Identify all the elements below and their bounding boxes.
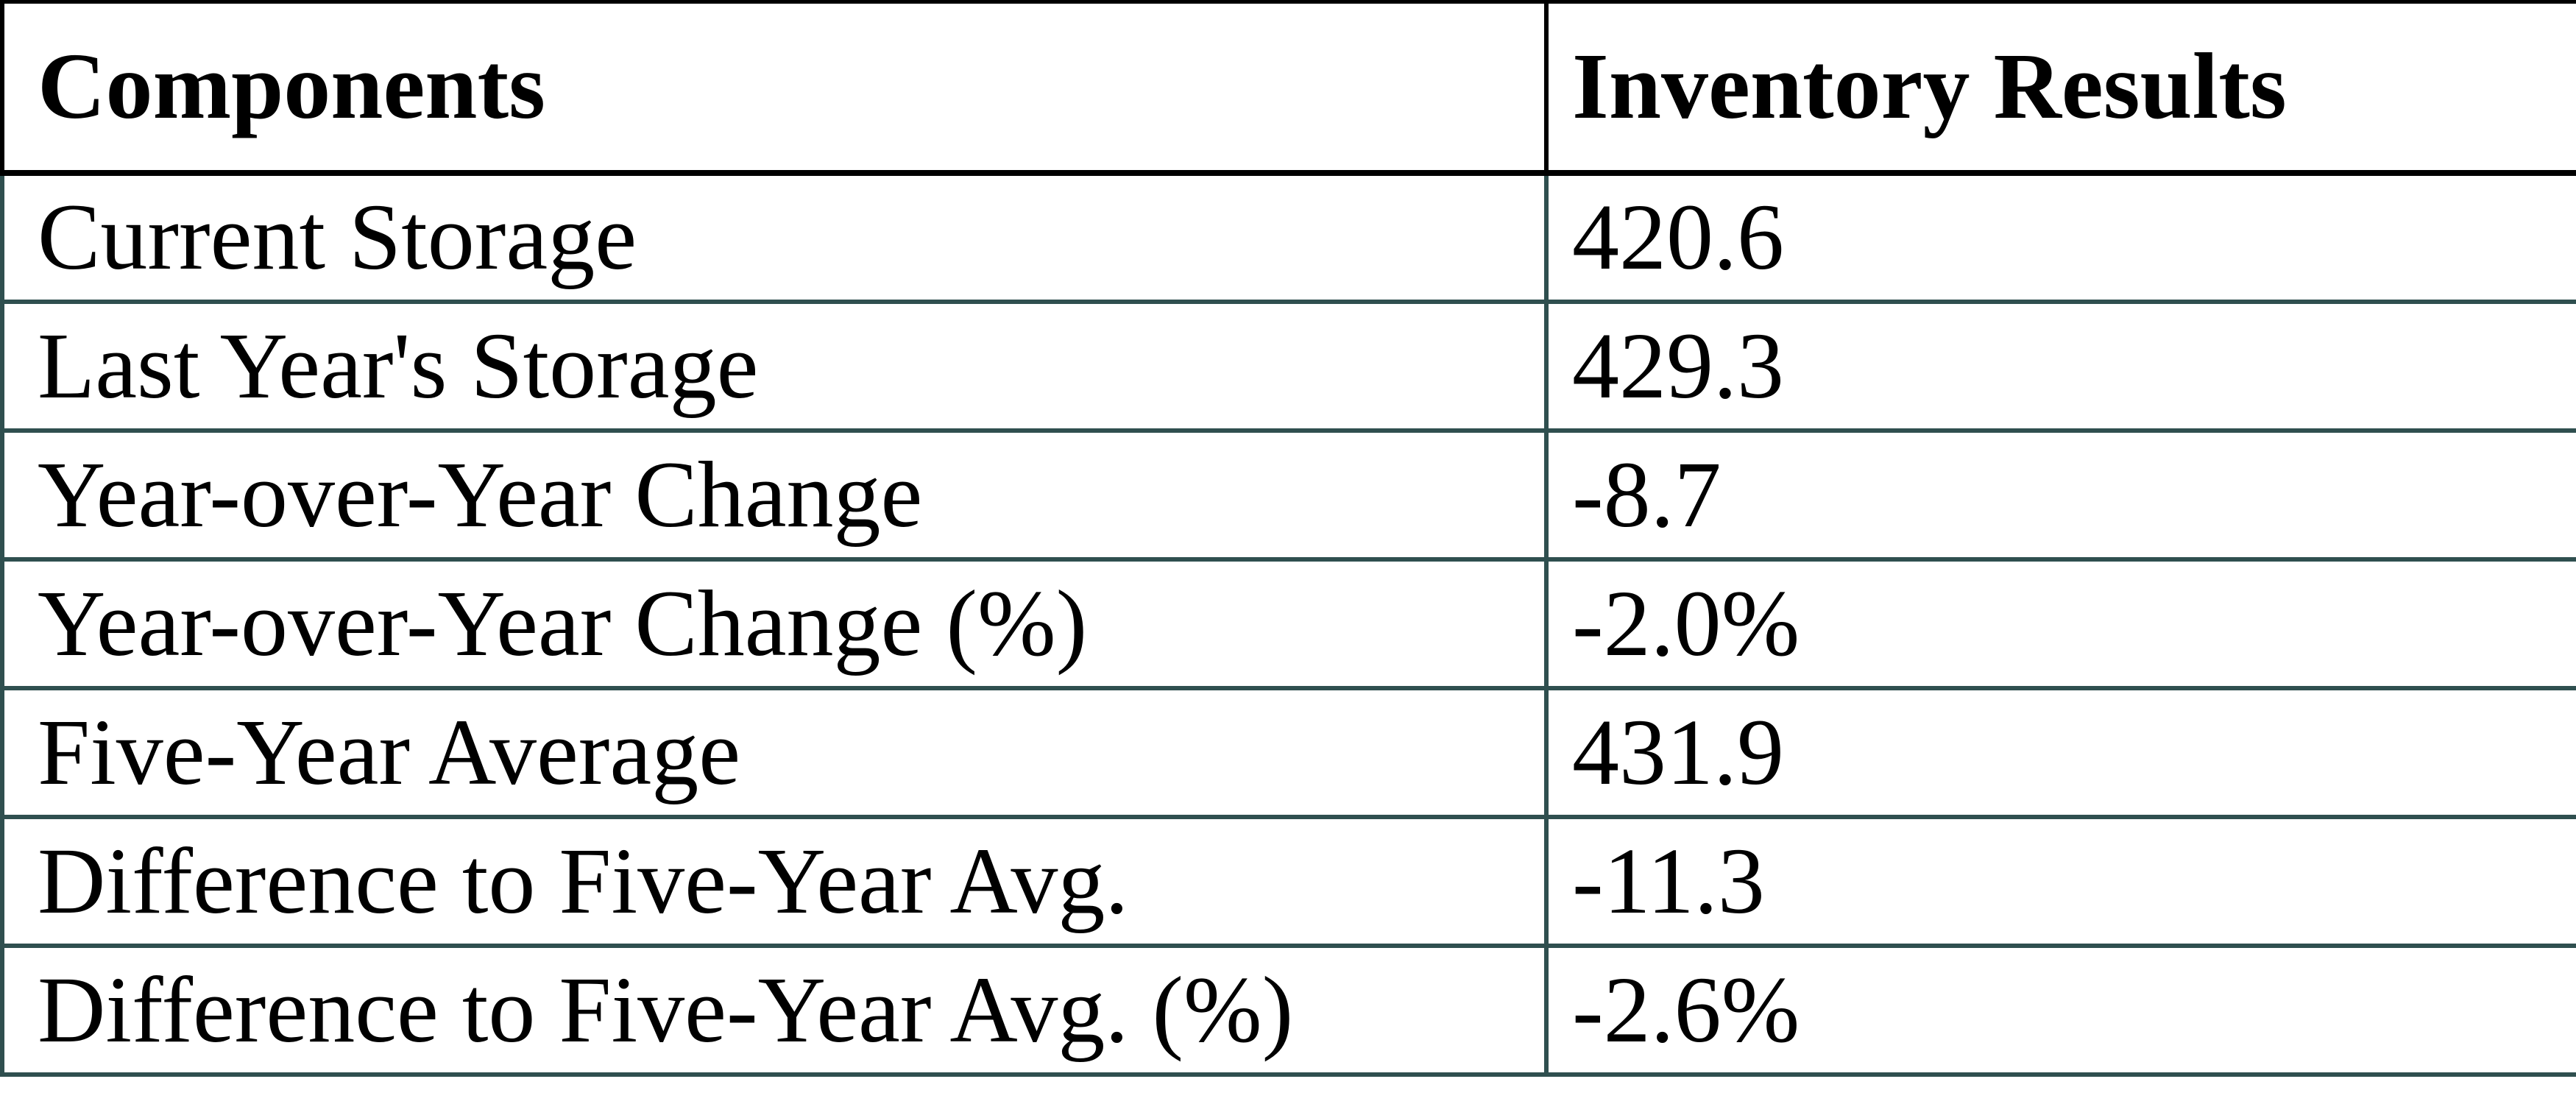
component-label-cell: Current Storage [0, 170, 1549, 304]
table-header: Components Inventory Results [0, 0, 2576, 176]
header-row: Components Inventory Results [0, 0, 2576, 176]
table-body: Current Storage 420.6 Last Year's Storag… [0, 170, 2576, 1077]
table-row: Five-Year Average 431.9 [0, 685, 2576, 819]
column-header-inventory-results: Inventory Results [1544, 0, 2576, 176]
inventory-value-cell: -2.6% [1544, 943, 2576, 1077]
table-row: Current Storage 420.6 [0, 170, 2576, 304]
inventory-value-cell: -2.0% [1544, 556, 2576, 690]
table-row: Difference to Five-Year Avg. (%) -2.6% [0, 943, 2576, 1077]
inventory-results-table: Components Inventory Results Current Sto… [0, 0, 2576, 1077]
component-label-cell: Year-over-Year Change (%) [0, 556, 1549, 690]
inventory-value-cell: -11.3 [1544, 814, 2576, 948]
table-row: Last Year's Storage 429.3 [0, 299, 2576, 433]
component-label-cell: Last Year's Storage [0, 299, 1549, 433]
table-row: Difference to Five-Year Avg. -11.3 [0, 814, 2576, 948]
inventory-value-cell: -8.7 [1544, 428, 2576, 562]
column-header-components: Components [0, 0, 1549, 176]
inventory-value-cell: 420.6 [1544, 170, 2576, 304]
inventory-value-cell: 429.3 [1544, 299, 2576, 433]
table-row: Year-over-Year Change (%) -2.0% [0, 556, 2576, 690]
component-label-cell: Year-over-Year Change [0, 428, 1549, 562]
inventory-value-cell: 431.9 [1544, 685, 2576, 819]
component-label-cell: Difference to Five-Year Avg. (%) [0, 943, 1549, 1077]
component-label-cell: Five-Year Average [0, 685, 1549, 819]
component-label-cell: Difference to Five-Year Avg. [0, 814, 1549, 948]
table-row: Year-over-Year Change -8.7 [0, 428, 2576, 562]
